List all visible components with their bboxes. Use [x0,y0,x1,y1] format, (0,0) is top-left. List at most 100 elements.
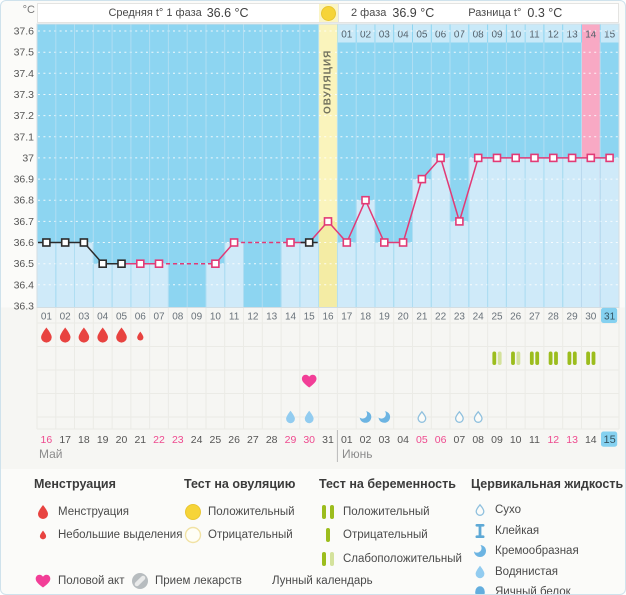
june-strip-cell[interactable] [337,24,356,43]
legend-icon-wrap [319,526,337,544]
cycle-day-cell[interactable]: 13 [266,312,278,323]
june-strip-cell[interactable] [375,24,394,43]
date-cell-may[interactable]: 17 [59,434,71,446]
cycle-day-cell[interactable]: 05 [116,312,128,323]
date-cell-may[interactable]: 24 [191,434,203,446]
cycle-day-cell[interactable]: 17 [341,312,353,323]
date-cell-june[interactable]: 09 [491,434,503,446]
area-fill-column [225,242,243,308]
june-strip-cell[interactable] [356,24,375,43]
cycle-day-cell[interactable]: 27 [529,312,541,323]
temp-marker [417,174,427,184]
date-cell-may[interactable]: 27 [247,434,259,446]
date-cell-june[interactable]: 02 [360,434,372,446]
today-date-highlight [601,431,618,447]
legend-item: Клейкая [471,521,623,542]
date-cell-june[interactable]: 10 [510,434,522,446]
cycle-day-cell[interactable]: 01 [41,312,53,323]
june-strip-cell[interactable] [582,24,600,43]
cycle-day-cell[interactable]: 16 [322,312,334,323]
legend-item: Лунный календарь [248,569,373,593]
legend-item-label: Менструация [58,505,129,518]
cycle-day-cell[interactable]: 21 [416,312,428,323]
date-cell-may[interactable]: 16 [41,434,53,446]
cycle-day-cell[interactable]: 20 [398,312,410,323]
date-cell-may[interactable]: 25 [210,434,222,446]
date-cell-may[interactable]: 31 [322,434,334,446]
june-strip-cell[interactable] [450,24,469,43]
cycle-day-cell[interactable]: 11 [229,312,240,323]
legend-bottom-row: Половой акт Прием лекарств Лунный календар… [1,569,625,593]
date-cell-june[interactable]: 06 [435,434,447,446]
cycle-day-cell[interactable]: 30 [585,312,597,323]
date-cell-june[interactable]: 08 [472,434,484,446]
cycle-day-cell[interactable]: 07 [153,312,165,323]
cycle-day-cell[interactable]: 02 [60,312,72,323]
cycle-day-cell[interactable]: 08 [172,312,184,323]
temp-marker [511,153,521,163]
june-strip-cell[interactable] [394,24,412,43]
cycle-day-cell[interactable]: 15 [304,312,316,323]
legend-item-label: Отрицательный [343,529,428,542]
date-cell-may[interactable]: 19 [97,434,109,446]
cycle-day-cell[interactable]: 28 [548,312,560,323]
cycle-day-cell[interactable]: 14 [285,312,297,323]
date-cell-may[interactable]: 23 [172,434,184,446]
june-strip-cell[interactable] [563,24,581,43]
cycle-day-cell[interactable]: 03 [78,312,90,323]
cycle-day-cell[interactable]: 04 [97,312,109,323]
legend-item-label: Яичный белок [495,586,571,595]
legend-item-label: Сухо [495,504,522,517]
cycle-day-cell[interactable]: 24 [473,312,485,323]
june-strip-cell[interactable] [506,24,525,43]
temp-marker [530,153,539,163]
legend-menstruation: Менструация Менструация Небольшие выделен… [34,477,182,547]
date-cell-june[interactable]: 04 [397,434,409,446]
cycle-day-cell[interactable]: 31 [604,312,616,323]
area-fill-column [488,157,506,308]
legend-icon-wrap [471,522,489,540]
june-strip-cell[interactable] [469,24,488,43]
june-strip-cell[interactable] [413,24,431,43]
date-cell-june[interactable]: 05 [416,434,428,446]
area-fill-column [506,157,525,308]
cycle-day-cell[interactable]: 23 [454,312,466,323]
cycle-day-cell[interactable]: 09 [191,312,203,323]
month-label-may: Май [39,447,63,461]
date-cell-june[interactable]: 13 [566,434,578,446]
date-cell-june[interactable]: 07 [454,434,466,446]
cycle-day-cell[interactable]: 22 [435,312,447,323]
june-strip-cell[interactable] [544,24,563,43]
date-cell-june[interactable]: 12 [547,434,559,446]
date-cell-may[interactable]: 29 [285,434,297,446]
cycle-day-cell[interactable]: 18 [360,312,372,323]
date-cell-june[interactable]: 14 [585,434,597,446]
date-cell-june[interactable]: 11 [529,434,540,446]
june-strip-cell[interactable] [600,24,619,43]
ovulation-header-cell [319,3,338,23]
cycle-day-cell[interactable]: 19 [379,312,391,323]
date-cell-may[interactable]: 26 [228,434,240,446]
cycle-day-cell[interactable]: 10 [210,312,222,323]
june-strip-cell[interactable] [431,24,450,43]
june-strip-cell[interactable] [525,24,544,43]
legend-item-label: Положительный [343,505,430,518]
date-cell-may[interactable]: 18 [78,434,90,446]
date-cell-may[interactable]: 22 [153,434,165,446]
date-cell-may[interactable]: 20 [116,434,128,446]
cycle-day-cell[interactable]: 25 [491,312,503,323]
date-cell-june[interactable]: 01 [341,434,353,446]
cycle-day-cell[interactable]: 06 [135,312,147,323]
bbt-chart-svg: 01 02 03 04 05 06 07 08 09 10 11 12 13 14 15 37.6 37.5 37… [1,23,625,469]
temp-marker [211,259,220,269]
date-cell-june[interactable]: 03 [378,434,390,446]
cycle-day-cell[interactable]: 12 [247,312,259,323]
cycle-day-cell[interactable]: 26 [510,312,522,323]
date-cell-june[interactable]: 15 [603,434,615,446]
june-strip-cell[interactable] [488,24,506,43]
cycle-day-cell[interactable]: 29 [567,312,579,323]
date-cell-may[interactable]: 21 [134,434,146,446]
date-cell-may[interactable]: 30 [303,434,315,446]
date-cell-may[interactable]: 28 [266,434,278,446]
legend-ovulation-test: Тест на овуляцию Положительный Отрицатель… [184,477,295,547]
